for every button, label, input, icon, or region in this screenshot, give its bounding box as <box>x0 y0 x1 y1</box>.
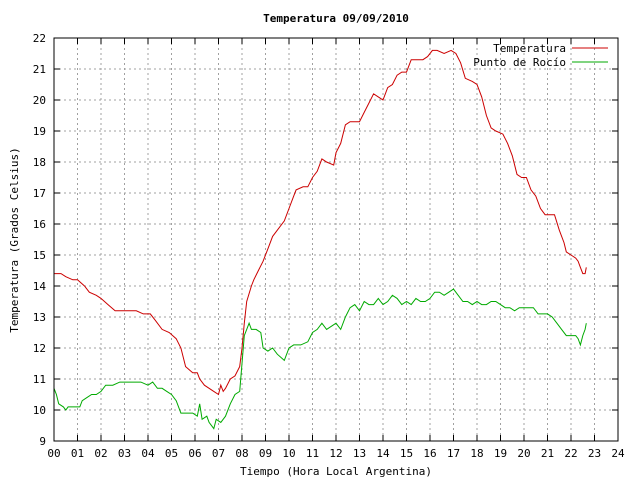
y-tick-label: 14 <box>33 280 47 293</box>
x-tick-label: 16 <box>423 447 436 460</box>
x-tick-label: 00 <box>47 447 60 460</box>
y-tick-label: 18 <box>33 156 46 169</box>
y-tick-label: 21 <box>33 63 46 76</box>
chart-title: Temperatura 09/09/2010 <box>263 12 409 25</box>
x-tick-label: 18 <box>470 447 483 460</box>
x-tick-label: 20 <box>517 447 530 460</box>
series-line-punto-de-rocio <box>53 288 587 430</box>
y-tick-label: 20 <box>33 94 46 107</box>
y-tick-label: 12 <box>33 342 46 355</box>
y-tick-label: 9 <box>39 435 46 448</box>
y-axis-label: Temperatura (Grados Celsius) <box>8 147 21 332</box>
axis-ticks <box>53 37 619 442</box>
y-tick-labels: 9 10 11 12 13 14 15 16 17 18 19 20 21 22 <box>33 32 47 448</box>
legend: Temperatura Punto de Rocío <box>473 42 608 69</box>
x-tick-label: 11 <box>306 447 319 460</box>
x-tick-label: 03 <box>118 447 131 460</box>
x-tick-label: 04 <box>141 447 155 460</box>
x-tick-labels: 00 01 02 03 04 05 06 07 08 09 10 11 12 13 14 15 16 17 18 19… <box>47 447 625 460</box>
x-tick-label: 07 <box>212 447 225 460</box>
x-tick-label: 05 <box>165 447 178 460</box>
y-tick-label: 17 <box>33 187 46 200</box>
legend-label-temperatura: Temperatura <box>493 42 566 55</box>
x-tick-label: 24 <box>611 447 625 460</box>
x-tick-label: 22 <box>564 447 577 460</box>
x-tick-label: 06 <box>188 447 201 460</box>
x-tick-label: 13 <box>353 447 366 460</box>
x-tick-label: 19 <box>494 447 507 460</box>
x-tick-label: 17 <box>447 447 460 460</box>
y-tick-label: 16 <box>33 218 46 231</box>
y-tick-label: 19 <box>33 125 46 138</box>
x-tick-label: 09 <box>259 447 272 460</box>
y-tick-label: 10 <box>33 404 46 417</box>
grid-lines <box>54 38 618 441</box>
x-tick-label: 14 <box>376 447 390 460</box>
x-tick-label: 01 <box>71 447 84 460</box>
y-tick-label: 11 <box>33 373 46 386</box>
x-tick-label: 02 <box>94 447 107 460</box>
x-axis-label: Tiempo (Hora Local Argentina) <box>240 465 432 478</box>
series-layer <box>53 49 587 430</box>
x-tick-label: 21 <box>541 447 554 460</box>
x-tick-label: 12 <box>329 447 342 460</box>
x-tick-label: 10 <box>282 447 295 460</box>
y-tick-label: 13 <box>33 311 46 324</box>
x-tick-label: 23 <box>588 447 601 460</box>
x-tick-label: 15 <box>400 447 413 460</box>
legend-label-punto-de-rocio: Punto de Rocío <box>473 56 566 69</box>
y-tick-label: 22 <box>33 32 46 45</box>
y-tick-label: 15 <box>33 249 46 262</box>
x-tick-label: 08 <box>235 447 248 460</box>
series-line-temperatura <box>54 49 587 396</box>
